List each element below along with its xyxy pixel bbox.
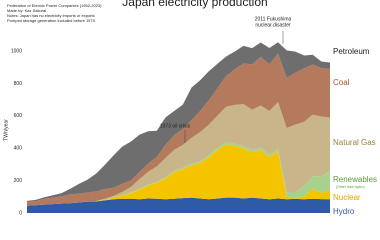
chart: Japan electricity production Federation … — [3, 0, 377, 216]
area — [27, 197, 330, 213]
legend-label: Hydro — [333, 207, 355, 216]
y-tick-label: 600 — [14, 113, 23, 119]
note: Federation of Electric Power Companies (… — [7, 3, 102, 8]
legend-label: Petroleum — [333, 47, 370, 56]
chart-title: Japan electricity production — [122, 0, 267, 9]
y-tick-label: 400 — [14, 146, 23, 152]
legend-label: Natural Gas — [333, 138, 376, 147]
note: Pumped storage generation included befor… — [7, 18, 96, 23]
annotation: 1973 oil crisis — [160, 123, 191, 129]
y-tick-label: 1000 — [11, 49, 22, 55]
annotation: 2011 Fukushima — [255, 16, 292, 22]
y-tick-label: 200 — [14, 178, 23, 184]
area — [27, 144, 330, 206]
area — [27, 53, 330, 206]
note: Made by: Kaz Sakurai — [7, 8, 46, 13]
note: Notes: Japan has no electricity imports … — [7, 13, 95, 18]
y-tick-label: 0 — [19, 210, 22, 216]
area — [27, 42, 330, 202]
legend-label: Coal — [333, 78, 350, 87]
y-axis-label: TWh/year — [3, 119, 9, 141]
legend-label: Nuclear — [333, 193, 361, 202]
area — [27, 102, 330, 206]
annotation: nuclear disaster — [255, 22, 291, 28]
y-tick-label: 800 — [14, 81, 23, 87]
areas — [27, 42, 330, 213]
legend-sublabel: (Other than hydro) — [336, 185, 365, 189]
legend: Hydro Nuclear Renewables(Other than hydro)… — [333, 47, 377, 216]
legend-label: Renewables — [333, 175, 377, 184]
